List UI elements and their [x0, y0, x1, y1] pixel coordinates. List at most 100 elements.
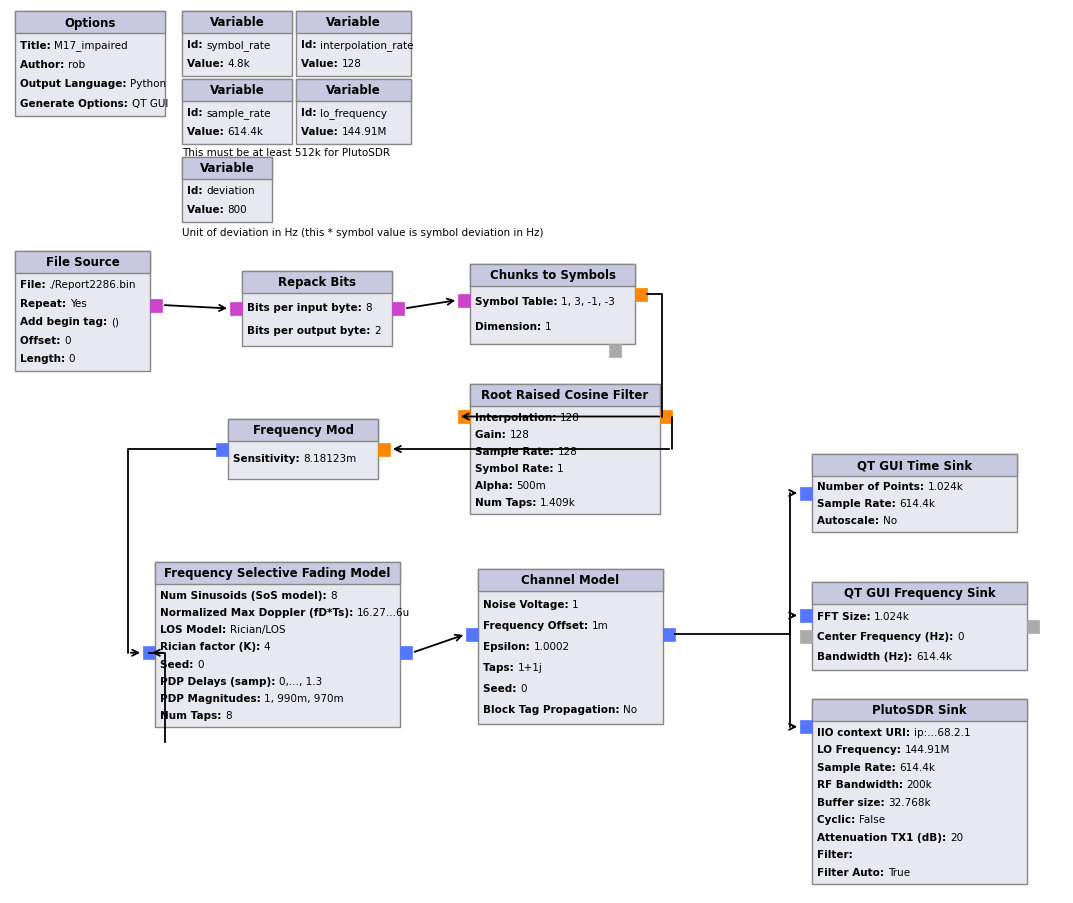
Text: Repack Bits: Repack Bits — [278, 276, 356, 289]
Text: PlutoSDR Sink: PlutoSDR Sink — [872, 703, 967, 717]
Text: 32.768k: 32.768k — [888, 797, 931, 807]
Text: PDP Magnitudes:: PDP Magnitudes: — [160, 694, 264, 703]
FancyBboxPatch shape — [470, 265, 635, 286]
FancyBboxPatch shape — [182, 158, 271, 223]
Text: QT GUI: QT GUI — [132, 98, 167, 108]
Text: Seed:: Seed: — [483, 684, 520, 694]
FancyBboxPatch shape — [800, 721, 812, 733]
FancyBboxPatch shape — [242, 272, 392, 347]
FancyBboxPatch shape — [812, 582, 1027, 604]
Text: Bits per input byte:: Bits per input byte: — [247, 303, 366, 312]
Text: RF Bandwidth:: RF Bandwidth: — [817, 779, 907, 789]
Text: Unit of deviation in Hz (this * symbol value is symbol deviation in Hz): Unit of deviation in Hz (this * symbol v… — [182, 228, 544, 237]
Text: ./Report2286.bin: ./Report2286.bin — [49, 280, 136, 290]
FancyBboxPatch shape — [15, 252, 150, 274]
FancyBboxPatch shape — [227, 420, 378, 442]
Text: Alpha:: Alpha: — [475, 480, 516, 490]
Text: Frequency Offset:: Frequency Offset: — [483, 620, 591, 630]
Text: 0: 0 — [64, 335, 71, 345]
Text: Frequency Selective Fading Model: Frequency Selective Fading Model — [164, 567, 391, 580]
FancyBboxPatch shape — [182, 158, 271, 180]
Text: Repeat:: Repeat: — [20, 298, 70, 309]
Text: LO Frequency:: LO Frequency: — [817, 744, 905, 754]
FancyBboxPatch shape — [296, 12, 411, 77]
Text: Title:: Title: — [20, 41, 55, 51]
Text: 1.409k: 1.409k — [540, 498, 576, 507]
Text: Center Frequency (Hz):: Center Frequency (Hz): — [817, 631, 957, 641]
Text: Num Sinusoids (SoS model):: Num Sinusoids (SoS model): — [160, 590, 330, 600]
FancyBboxPatch shape — [660, 411, 672, 424]
FancyBboxPatch shape — [296, 79, 411, 144]
Text: Author:: Author: — [20, 60, 68, 70]
Text: 0,..., 1.3: 0,..., 1.3 — [279, 676, 322, 686]
Text: interpolation_rate: interpolation_rate — [320, 40, 413, 51]
Text: 614.4k: 614.4k — [916, 651, 952, 661]
Text: No: No — [883, 516, 897, 526]
Text: Value:: Value: — [187, 127, 227, 137]
FancyBboxPatch shape — [800, 487, 812, 500]
Text: 8: 8 — [225, 711, 232, 721]
Text: Channel Model: Channel Model — [521, 574, 619, 587]
Text: Symbol Rate:: Symbol Rate: — [475, 463, 557, 473]
Text: Sample Rate:: Sample Rate: — [817, 498, 899, 509]
Text: Filter Auto:: Filter Auto: — [817, 867, 887, 877]
Text: Root Raised Cosine Filter: Root Raised Cosine Filter — [482, 389, 648, 402]
FancyBboxPatch shape — [477, 570, 663, 591]
Text: Variable: Variable — [326, 16, 381, 30]
FancyBboxPatch shape — [227, 420, 378, 479]
FancyBboxPatch shape — [182, 12, 292, 34]
Text: 20: 20 — [950, 832, 962, 842]
FancyBboxPatch shape — [216, 443, 227, 456]
FancyBboxPatch shape — [15, 12, 165, 116]
Text: Buffer size:: Buffer size: — [817, 797, 888, 807]
FancyBboxPatch shape — [296, 79, 411, 102]
Text: Autoscale:: Autoscale: — [817, 516, 883, 526]
FancyBboxPatch shape — [143, 647, 155, 659]
Text: Id:: Id: — [187, 186, 206, 196]
Text: Rician/LOS: Rician/LOS — [230, 624, 285, 635]
Text: 614.4k: 614.4k — [899, 498, 936, 509]
Text: 1: 1 — [545, 321, 552, 331]
Text: 800: 800 — [227, 205, 247, 215]
FancyBboxPatch shape — [155, 563, 400, 584]
Text: Number of Points:: Number of Points: — [817, 482, 928, 492]
FancyBboxPatch shape — [1027, 619, 1039, 633]
Text: lo_frequency: lo_frequency — [320, 107, 387, 118]
FancyBboxPatch shape — [663, 628, 675, 641]
Text: Bandwidth (Hz):: Bandwidth (Hz): — [817, 651, 916, 661]
Text: QT GUI Time Sink: QT GUI Time Sink — [857, 459, 972, 472]
FancyBboxPatch shape — [812, 454, 1017, 533]
Text: 1.024k: 1.024k — [928, 482, 964, 492]
Text: No: No — [623, 704, 637, 714]
Text: Dimension:: Dimension: — [475, 321, 545, 331]
Text: Interpolation:: Interpolation: — [475, 412, 560, 422]
Text: ip:...68.2.1: ip:...68.2.1 — [913, 727, 970, 737]
Text: 1: 1 — [557, 463, 563, 473]
Text: Variable: Variable — [209, 16, 264, 30]
Text: Num Taps:: Num Taps: — [475, 498, 540, 507]
Text: 4: 4 — [264, 642, 270, 652]
Text: Seed:: Seed: — [160, 659, 197, 669]
Text: 144.91M: 144.91M — [341, 127, 386, 137]
Text: Num Taps:: Num Taps: — [160, 711, 225, 721]
Text: 0: 0 — [520, 684, 527, 694]
Text: Rician factor (K):: Rician factor (K): — [160, 642, 264, 652]
Text: 8.18123m: 8.18123m — [304, 453, 356, 463]
Text: Epsilon:: Epsilon: — [483, 641, 533, 651]
FancyBboxPatch shape — [15, 12, 165, 34]
Text: IIO context URI:: IIO context URI: — [817, 727, 913, 737]
FancyBboxPatch shape — [470, 385, 660, 515]
Text: True: True — [887, 867, 910, 877]
Text: Normalized Max Doppler (fD*Ts):: Normalized Max Doppler (fD*Ts): — [160, 607, 357, 617]
FancyBboxPatch shape — [635, 289, 647, 302]
Text: Yes: Yes — [70, 298, 86, 309]
Text: Value:: Value: — [187, 205, 227, 215]
Text: Output Language:: Output Language: — [20, 79, 130, 89]
Text: Block Tag Propagation:: Block Tag Propagation: — [483, 704, 623, 714]
FancyBboxPatch shape — [378, 443, 389, 456]
Text: rob: rob — [68, 60, 85, 70]
Text: Value:: Value: — [187, 59, 227, 69]
Text: PDP Delays (samp):: PDP Delays (samp): — [160, 676, 279, 686]
FancyBboxPatch shape — [182, 79, 292, 144]
Text: 8: 8 — [330, 590, 337, 600]
